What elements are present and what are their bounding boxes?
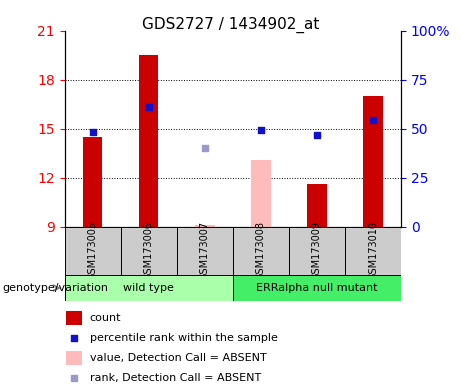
FancyBboxPatch shape: [65, 227, 121, 275]
FancyBboxPatch shape: [65, 275, 233, 301]
Bar: [251, 160, 271, 227]
Point: [145, 104, 152, 111]
Bar: [66, 351, 82, 366]
Bar: [66, 311, 82, 325]
FancyBboxPatch shape: [177, 227, 233, 275]
Point: [89, 129, 96, 135]
Text: value, Detection Call = ABSENT: value, Detection Call = ABSENT: [90, 353, 266, 363]
FancyBboxPatch shape: [233, 227, 289, 275]
FancyBboxPatch shape: [289, 227, 345, 275]
Point: [201, 145, 208, 151]
Bar: [83, 137, 102, 227]
Text: GSM173008: GSM173008: [256, 221, 266, 280]
Bar: [139, 55, 159, 227]
Text: GDS2727 / 1434902_at: GDS2727 / 1434902_at: [142, 17, 319, 33]
Text: GSM173009: GSM173009: [312, 221, 322, 280]
FancyBboxPatch shape: [345, 227, 401, 275]
Point: [257, 127, 265, 133]
Point: [313, 132, 321, 138]
Text: count: count: [90, 313, 121, 323]
Text: wild type: wild type: [123, 283, 174, 293]
Bar: [195, 225, 214, 227]
Bar: [363, 96, 383, 227]
Text: ERRalpha null mutant: ERRalpha null mutant: [256, 283, 378, 293]
Point: [369, 118, 377, 124]
Point: [71, 375, 78, 381]
Text: GSM173010: GSM173010: [368, 221, 378, 280]
Bar: [307, 184, 327, 227]
FancyBboxPatch shape: [233, 275, 401, 301]
Point: [71, 335, 78, 341]
Text: rank, Detection Call = ABSENT: rank, Detection Call = ABSENT: [90, 373, 261, 383]
Text: percentile rank within the sample: percentile rank within the sample: [90, 333, 278, 343]
FancyBboxPatch shape: [121, 227, 177, 275]
Text: GSM173005: GSM173005: [88, 221, 98, 280]
Text: GSM173006: GSM173006: [144, 221, 154, 280]
Text: genotype/variation: genotype/variation: [2, 283, 108, 293]
Text: GSM173007: GSM173007: [200, 221, 210, 280]
